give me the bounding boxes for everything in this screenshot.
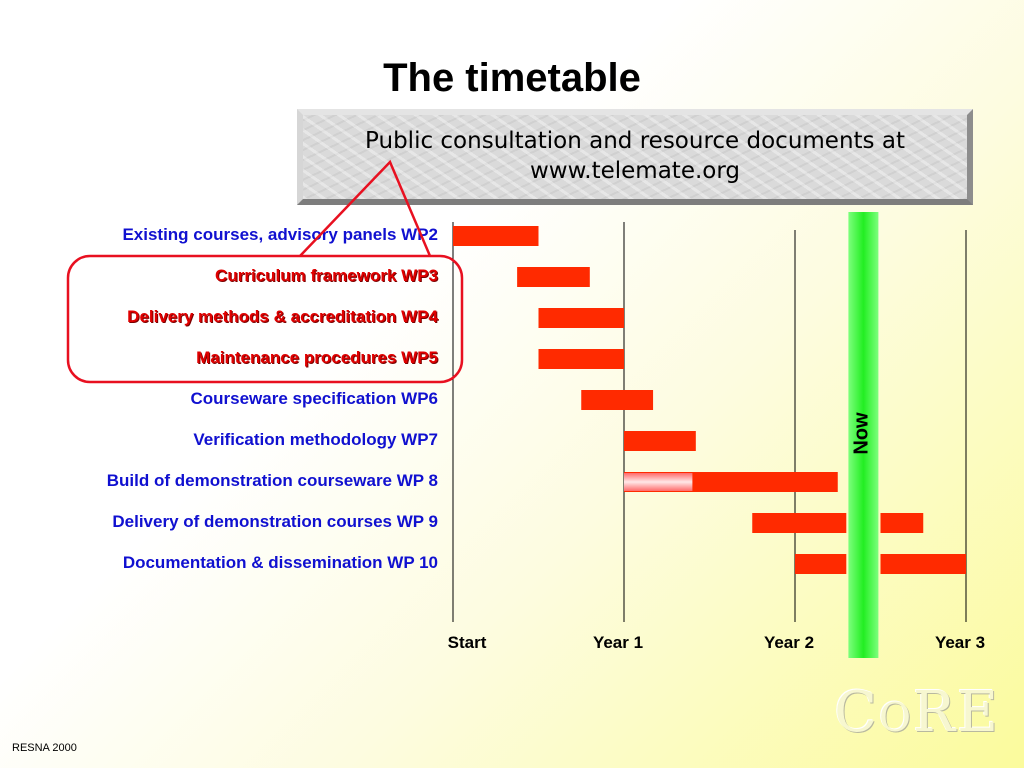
gantt-bar (581, 390, 654, 410)
axis-tick-label: Year 3 (934, 633, 986, 652)
notice-url[interactable]: www.telemate.org (529, 158, 741, 184)
now-marker-label: Now (850, 412, 873, 455)
page-title: The timetable (383, 56, 641, 100)
axis-tick-label: Year 1 (592, 633, 644, 652)
notice-line-1: Public consultation and resource documen… (365, 128, 905, 155)
gantt-bar (752, 513, 847, 533)
now-marker-line (848, 212, 879, 658)
gantt-bar (453, 226, 539, 246)
gantt-bar (880, 513, 924, 533)
work-package-label: Delivery methods & accreditation WP4 (127, 307, 438, 326)
work-package-label: Courseware specification WP6 (190, 389, 438, 408)
consultation-notice-box: Public consultation and resource documen… (297, 109, 973, 205)
work-package-label: Build of demonstration courseware WP 8 (106, 471, 438, 490)
gantt-bar (538, 349, 624, 369)
work-package-label: Documentation & dissemination WP 10 (122, 553, 438, 572)
work-package-label: Maintenance procedures WP5 (196, 348, 438, 367)
gantt-bar (795, 554, 847, 574)
work-package-label: Verification methodology WP7 (193, 430, 438, 449)
gantt-bar-completed-part (624, 473, 693, 491)
work-package-label: Curriculum framework WP3 (215, 266, 438, 285)
work-package-label: Delivery of demonstration courses WP 9 (112, 512, 438, 531)
gantt-bar (880, 554, 966, 574)
footer-conference: RESNA 2000 (12, 742, 77, 754)
gantt-bar (517, 267, 590, 287)
gantt-bar (624, 431, 696, 451)
callout-pointer (299, 159, 432, 257)
gantt-bar (538, 308, 624, 328)
axis-tick-label: Year 2 (763, 633, 815, 652)
callout-outline (66, 254, 464, 384)
axis-tick-label: Start (447, 633, 487, 652)
core-logo: CoRE (834, 680, 1000, 745)
work-package-label: Existing courses, advisory panels WP2 (122, 225, 438, 244)
